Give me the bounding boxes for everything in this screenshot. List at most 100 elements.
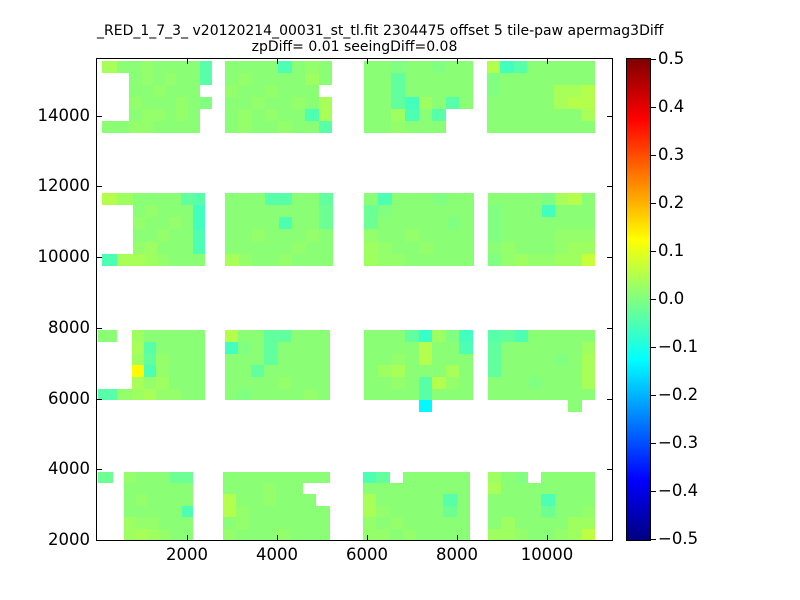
heatmap-cell: [133, 217, 145, 229]
heatmap-cell: [292, 121, 305, 133]
heatmap-cell: [193, 229, 205, 242]
heatmap-cell: [225, 242, 239, 254]
heatmap-cell: [193, 330, 205, 342]
heatmap-cell: [319, 97, 332, 109]
heatmap-cell: [276, 483, 290, 494]
heatmap-cell: [265, 217, 279, 229]
heatmap-cell: [378, 61, 391, 73]
heatmap-cell: [364, 97, 378, 109]
heatmap-cell: [290, 494, 303, 506]
heatmap-cell: [378, 365, 391, 377]
heatmap-cell: [317, 354, 330, 365]
heatmap-cell: [278, 330, 291, 342]
heatmap-cell: [432, 61, 446, 73]
heatmap-cell: [292, 109, 305, 121]
heatmap-cell: [188, 61, 200, 73]
heatmap-cell: [419, 400, 432, 412]
heatmap-cell: [225, 254, 239, 266]
heatmap-cell: [501, 242, 515, 254]
heatmap-cell: [193, 365, 205, 377]
heatmap-cell: [515, 529, 528, 540]
heatmap-cell: [169, 330, 181, 342]
heatmap-cell: [515, 494, 528, 506]
heatmap-cell: [391, 330, 405, 342]
heatmap-cell: [147, 529, 159, 540]
heatmap-cell: [488, 472, 501, 483]
heatmap-cell: [582, 217, 595, 229]
heatmap-cell: [527, 73, 541, 85]
heatmap-cell: [141, 109, 153, 121]
heatmap-cell: [568, 121, 581, 133]
x-tick-label: 6000: [346, 545, 388, 564]
heatmap-cell: [555, 342, 568, 354]
heatmap-cell: [500, 121, 514, 133]
heatmap-cell: [193, 193, 205, 205]
heatmap-cell: [157, 254, 169, 266]
heatmap-cell: [181, 354, 193, 365]
x-tick-label: 10000: [520, 545, 574, 564]
heatmap-cell: [117, 121, 129, 133]
heatmap-cell: [292, 242, 306, 254]
heatmap-cell: [102, 254, 117, 266]
heatmap-cell: [157, 193, 169, 205]
heatmap-cell: [364, 193, 378, 205]
heatmap-cell: [364, 217, 378, 229]
heatmap-cell: [176, 97, 188, 109]
heatmap-cell: [568, 377, 582, 389]
heatmap-cell: [147, 472, 159, 483]
heatmap-cell: [528, 517, 541, 529]
heatmap-cell: [263, 506, 276, 517]
heatmap-cell: [317, 330, 330, 342]
heatmap-cell: [305, 85, 319, 97]
heatmap-cell: [554, 73, 568, 85]
heatmap-cell: [488, 389, 501, 400]
heatmap-cell: [554, 121, 568, 133]
heatmap-cell: [555, 254, 568, 266]
heatmap-cell: [279, 205, 292, 217]
heatmap-cell: [252, 61, 265, 73]
heatmap-cell: [515, 506, 528, 517]
heatmap-cell: [459, 85, 473, 97]
heatmap-cell: [528, 483, 541, 494]
heatmap-cell: [501, 506, 515, 517]
heatmap-cell: [581, 61, 595, 73]
heatmap-cell: [419, 254, 433, 266]
heatmap-cell: [193, 377, 205, 389]
heatmap-cell: [582, 517, 595, 529]
heatmap-cell: [443, 506, 457, 517]
heatmap-cell: [182, 494, 193, 506]
heatmap-cell: [169, 217, 181, 229]
heatmap-cell: [432, 354, 446, 365]
heatmap-cell: [117, 389, 132, 400]
heatmap-cell: [515, 365, 528, 377]
heatmap-cell: [555, 330, 568, 342]
heatmap-cell: [568, 354, 582, 365]
heatmap-cell: [169, 205, 181, 217]
heatmap-cell: [419, 85, 432, 97]
heatmap-cell: [541, 97, 554, 109]
heatmap-cell: [555, 193, 568, 205]
heatmap-cell: [364, 254, 378, 266]
heatmap-cell: [488, 517, 501, 529]
colorbar-tick-label: 0.4: [658, 97, 685, 116]
heatmap-cell: [419, 330, 432, 342]
heatmap-cell: [364, 85, 378, 97]
heatmap-cell: [279, 229, 292, 242]
heatmap-cell: [419, 205, 433, 217]
heatmap-cell: [364, 389, 378, 400]
heatmap-cell: [263, 483, 276, 494]
heatmap-cell: [265, 61, 278, 73]
heatmap-cell: [501, 389, 515, 400]
heatmap-cell: [364, 342, 378, 354]
heatmap-cell: [501, 494, 515, 506]
heatmap-cell: [555, 365, 568, 377]
heatmap-cell: [304, 354, 317, 365]
heatmap-cell: [541, 529, 555, 540]
heatmap-cell: [528, 217, 542, 229]
heatmap-cell: [488, 483, 501, 494]
heatmap-cell: [419, 193, 433, 205]
heatmap-cell: [225, 342, 238, 354]
heatmap-cell: [582, 254, 595, 266]
heatmap-cell: [319, 193, 333, 205]
heatmap-cell: [460, 254, 474, 266]
